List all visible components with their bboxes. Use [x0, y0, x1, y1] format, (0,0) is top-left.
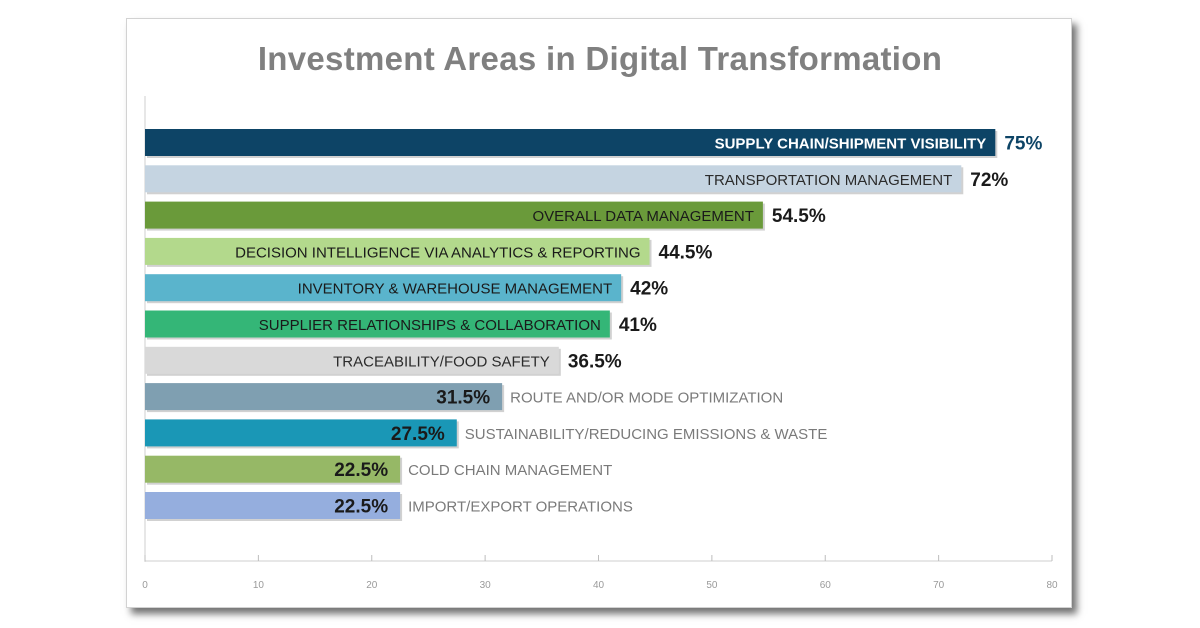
bar-group: 31.5% ROUTE AND/OR MODE OPTIMIZATION	[145, 383, 783, 413]
x-tick-label: 80	[1046, 580, 1058, 591]
bar-category-label: SUPPLIER RELATIONSHIPS & COLLABORATION	[259, 317, 601, 334]
bar-value-label: 22.5%	[334, 497, 388, 518]
bar	[145, 310, 610, 338]
bar	[145, 274, 622, 302]
bar-value-label: 22.5%	[334, 460, 388, 481]
bar-group: TRACEABILITY/FOOD SAFETY 36.5%	[145, 346, 622, 376]
bar-value-label: 31.5%	[436, 388, 490, 409]
bar-group: 22.5% IMPORT/EXPORT OPERATIONS	[145, 492, 633, 521]
bar-group: SUPPLY CHAIN/SHIPMENT VISIBILITY 75%	[145, 129, 1042, 158]
x-tick-label: 10	[253, 580, 265, 591]
x-tick-label: 70	[933, 580, 945, 591]
bar-value-label: 41%	[619, 315, 657, 336]
x-tick-label: 40	[593, 580, 605, 591]
bar-group: 27.5% SUSTAINABILITY/REDUCING EMISSIONS &…	[145, 419, 828, 449]
bar	[145, 237, 650, 265]
bar-group: 22.5% COLD CHAIN MANAGEMENT	[145, 455, 612, 485]
bar-group: INVENTORY & WAREHOUSE MANAGEMENT 42%	[145, 274, 668, 304]
bar	[145, 346, 559, 374]
bar	[145, 129, 996, 156]
bar	[145, 419, 457, 447]
bar-category-label: SUSTAINABILITY/REDUCING EMISSIONS & WAST…	[465, 426, 828, 443]
bar-value-label: 54.5%	[772, 206, 826, 227]
bar-group: TRANSPORTATION MANAGEMENT 72%	[145, 165, 1008, 195]
bar-group: DECISION INTELLIGENCE VIA ANALYTICS & RE…	[145, 237, 713, 267]
bar-category-label: OVERALL DATA MANAGEMENT	[532, 208, 753, 225]
bar-category-label: IMPORT/EXPORT OPERATIONS	[408, 499, 633, 516]
chart-title: Investment Areas in Digital Transformati…	[257, 40, 943, 77]
x-tick-label: 50	[706, 580, 718, 591]
bar-value-label: 36.5%	[568, 351, 622, 372]
bar-category-label: COLD CHAIN MANAGEMENT	[408, 462, 612, 479]
bar-value-label: 44.5%	[659, 242, 713, 263]
bar-value-label: 42%	[630, 279, 668, 300]
x-tick-label: 30	[480, 580, 492, 591]
bar-category-label: INVENTORY & WAREHOUSE MANAGEMENT	[298, 281, 613, 298]
bar	[145, 455, 401, 483]
x-tick-label: 60	[820, 580, 832, 591]
x-tick-label: 0	[142, 580, 148, 591]
bar-group: SUPPLIER RELATIONSHIPS & COLLABORATION 41…	[145, 310, 657, 340]
bar-category-label: TRACEABILITY/FOOD SAFETY	[333, 353, 550, 370]
bar	[145, 383, 503, 411]
bar-category-label: SUPPLY CHAIN/SHIPMENT VISIBILITY	[715, 136, 987, 153]
bar-group: OVERALL DATA MANAGEMENT 54.5%	[145, 201, 826, 231]
bar	[145, 492, 401, 519]
bar	[145, 165, 962, 193]
x-tick-label: 20	[366, 580, 378, 591]
bar-category-label: ROUTE AND/OR MODE OPTIMIZATION	[510, 390, 783, 407]
bar-value-label: 75%	[1004, 134, 1042, 155]
bar-category-label: DECISION INTELLIGENCE VIA ANALYTICS & RE…	[235, 244, 640, 261]
bar	[145, 201, 763, 229]
bar-category-label: TRANSPORTATION MANAGEMENT	[705, 172, 953, 189]
bar-value-label: 72%	[970, 170, 1008, 191]
bar-value-label: 27.5%	[391, 424, 445, 445]
